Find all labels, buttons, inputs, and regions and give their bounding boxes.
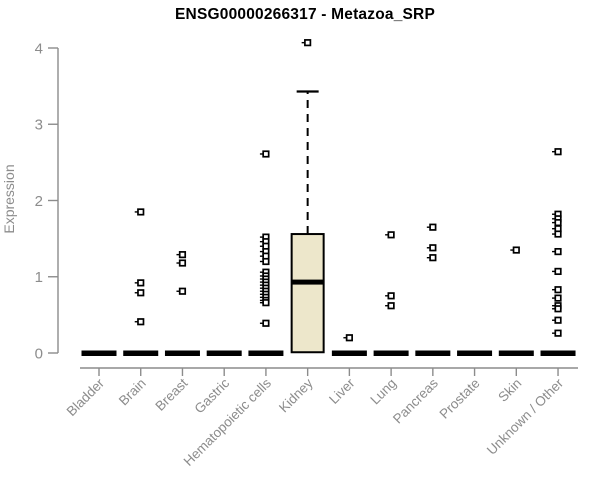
x-category-label: Gastric xyxy=(191,375,232,416)
zero-expression-bar xyxy=(123,350,159,356)
data-point-marker xyxy=(554,305,562,313)
data-point-marker xyxy=(554,219,562,227)
x-category-label: Unknown / Other xyxy=(484,375,567,458)
data-point-marker xyxy=(387,292,395,300)
x-category-label: Liver xyxy=(326,375,358,407)
data-point-marker xyxy=(512,246,520,254)
y-tick-label: 1 xyxy=(35,269,43,286)
data-point-marker xyxy=(429,223,437,231)
x-category-label: Lung xyxy=(367,376,399,408)
x-category-label: Brain xyxy=(116,376,149,409)
data-point-marker xyxy=(387,231,395,239)
data-point-marker xyxy=(178,287,187,295)
y-tick-label: 4 xyxy=(35,40,43,57)
data-point-marker xyxy=(137,318,145,326)
data-point-marker xyxy=(554,329,562,337)
x-category-label: Breast xyxy=(152,375,190,413)
data-point-marker xyxy=(387,302,395,310)
chart-title: ENSG00000266317 - Metazoa_SRP xyxy=(175,6,435,23)
data-point-marker xyxy=(554,267,562,276)
data-point-marker xyxy=(262,299,270,307)
data-point-marker xyxy=(137,279,145,287)
data-point-marker xyxy=(262,150,270,158)
data-point-marker xyxy=(137,289,145,297)
y-tick-label: 3 xyxy=(35,117,43,134)
y-tick-label: 0 xyxy=(35,345,43,362)
data-point-marker xyxy=(554,316,562,324)
zero-expression-bar xyxy=(457,350,493,356)
y-tick-label: 2 xyxy=(35,193,43,210)
x-category-label: Skin xyxy=(495,376,524,405)
data-point-marker xyxy=(554,230,562,238)
zero-expression-bar xyxy=(81,350,117,356)
data-point-marker xyxy=(554,286,562,294)
x-category-label: Kidney xyxy=(276,375,316,415)
x-category-label: Prostate xyxy=(437,376,483,422)
data-point-marker xyxy=(554,247,562,256)
zero-expression-bar xyxy=(206,350,242,356)
x-category-label: Pancreas xyxy=(390,375,441,426)
data-point-marker xyxy=(178,259,187,267)
zero-expression-bar xyxy=(248,350,284,356)
zero-expression-bar xyxy=(498,350,534,356)
data-point-marker xyxy=(554,148,562,156)
data-point-marker xyxy=(178,251,187,259)
data-point-marker xyxy=(262,257,270,266)
zero-expression-bar xyxy=(164,350,200,356)
data-point-marker xyxy=(304,39,312,47)
data-point-marker xyxy=(137,208,145,216)
zero-expression-bar xyxy=(331,350,367,356)
zero-expression-bar xyxy=(540,350,576,356)
median-line xyxy=(291,279,324,285)
box xyxy=(290,233,325,354)
data-point-marker xyxy=(429,244,437,252)
data-point-marker xyxy=(262,319,270,327)
data-point-marker xyxy=(429,254,437,262)
data-point-marker xyxy=(554,294,562,302)
x-category-label: Bladder xyxy=(64,375,108,419)
zero-expression-bar xyxy=(415,350,451,356)
data-point-marker xyxy=(345,334,353,342)
zero-expression-bar xyxy=(373,350,409,356)
